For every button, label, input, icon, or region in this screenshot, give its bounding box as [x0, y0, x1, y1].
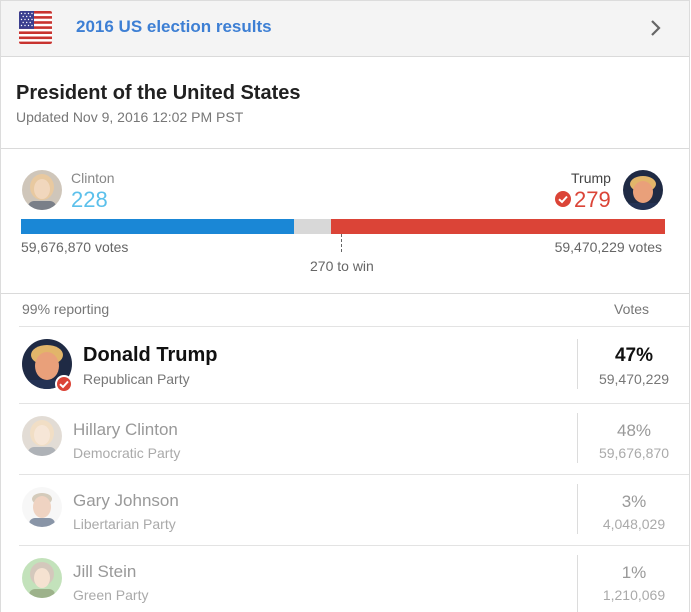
row-divider — [19, 403, 689, 404]
clinton-electoral-votes: 228 — [71, 187, 108, 212]
header-title[interactable]: 2016 US election results — [76, 17, 272, 36]
chevron-right-icon[interactable] — [646, 16, 666, 40]
clinton-electoral-bar — [21, 219, 294, 234]
candidate-votes: 59,676,870 — [598, 445, 670, 461]
votes-column-header: Votes — [614, 301, 650, 317]
candidate-party: Democratic Party — [73, 445, 181, 461]
us-flag-icon — [19, 11, 52, 44]
stein-avatar — [22, 558, 62, 598]
race-title: President of the United States — [16, 82, 301, 104]
candidate-votes: 59,470,229 — [598, 371, 670, 387]
row-divider — [19, 545, 689, 546]
winner-check-icon — [555, 191, 571, 207]
column-separator — [577, 484, 578, 534]
candidate-party: Green Party — [73, 587, 149, 603]
trump-electoral-votes: 279 — [574, 187, 611, 212]
column-separator — [577, 413, 578, 463]
clinton-avatar — [22, 170, 62, 210]
divider — [1, 293, 689, 294]
candidate-party: Libertarian Party — [73, 516, 176, 532]
candidate-percent: 48% — [616, 421, 652, 440]
undecided-electoral-bar — [294, 219, 331, 234]
270-to-win-marker — [341, 234, 342, 252]
reporting-status: 99% reporting — [22, 301, 110, 317]
candidate-party: Republican Party — [83, 371, 190, 387]
winner-check-icon — [55, 375, 73, 393]
clinton-avatar — [22, 416, 62, 456]
candidate-name: Donald Trump — [83, 344, 218, 366]
column-separator — [577, 339, 578, 389]
trump-popular-votes: 59,470,229 votes — [554, 239, 662, 255]
candidate-name: Hillary Clinton — [73, 420, 178, 439]
candidate-percent: 1% — [621, 563, 647, 582]
trump-summary-name: Trump — [571, 170, 611, 186]
divider — [1, 148, 689, 149]
row-divider — [19, 474, 689, 475]
candidate-name: Jill Stein — [73, 562, 137, 581]
candidate-votes: 1,210,069 — [602, 587, 666, 603]
row-divider — [19, 326, 689, 327]
column-separator — [577, 555, 578, 612]
election-results-header[interactable]: 2016 US election results — [1, 1, 689, 57]
clinton-summary-name: Clinton — [71, 170, 115, 186]
trump-electoral-bar — [331, 219, 665, 234]
race-updated-timestamp: Updated Nov 9, 2016 12:02 PM PST — [16, 109, 244, 125]
johnson-avatar — [22, 487, 62, 527]
trump-avatar — [623, 170, 663, 210]
to-win-label: 270 to win — [310, 258, 374, 274]
candidate-name: Gary Johnson — [73, 491, 179, 510]
candidate-votes: 4,048,029 — [602, 516, 666, 532]
candidate-percent: 47% — [614, 345, 654, 366]
candidate-percent: 3% — [621, 492, 647, 511]
clinton-popular-votes: 59,676,870 votes — [21, 239, 129, 255]
